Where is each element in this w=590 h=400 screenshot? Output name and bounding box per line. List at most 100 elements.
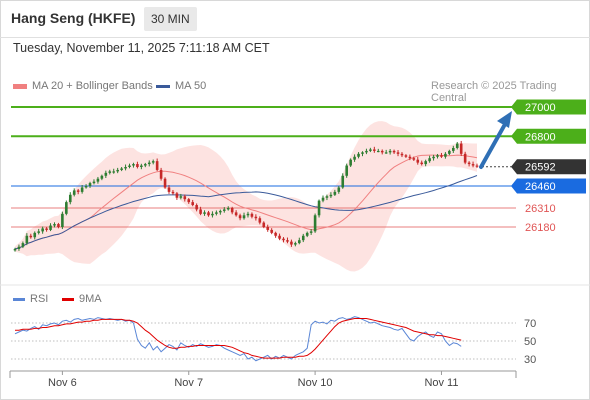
ma50-swatch [156,84,170,88]
candle-body [41,228,44,232]
price-label-box [511,178,586,194]
candle-body [341,175,345,188]
candle-body [72,190,76,195]
candle-body [211,213,214,216]
price-label-text: 26310 [525,203,556,215]
candle-body [179,196,183,198]
candle-body [159,169,163,179]
candle-body [104,172,108,176]
candle-body [155,161,159,170]
candle-body [420,162,424,165]
candle-body [222,209,226,211]
candle-body [380,150,384,153]
candle-body [147,162,151,165]
9ma-swatch [62,297,74,301]
candle-body [132,164,135,166]
candle-body [120,168,123,170]
forecast-arrow-head [497,111,512,128]
candle-body [246,213,250,216]
price-label-26180: 26180 [525,222,556,234]
candle-body [61,213,64,227]
candle-body [234,212,238,216]
candle-body [199,209,202,214]
candle-body [444,153,447,157]
rsi-level-label: 30 [524,354,536,366]
candle-body [254,216,258,219]
candle-body [298,240,301,244]
candle-body [349,159,352,166]
legend-ma50-label: MA 50 [175,80,207,92]
candle-body [53,224,56,226]
candle-body [321,197,325,201]
rsi-level-label: 50 [524,336,536,348]
candle-body [96,178,100,182]
source-credit: Research © 2025 Trading Central [431,80,557,104]
candle-body [412,158,416,160]
candle-body [404,155,408,157]
candle-body [238,215,242,219]
candle-body [400,153,404,156]
ma50-line [14,175,478,250]
candle-body [337,187,341,192]
rsi-swatch [13,297,25,301]
x-tick-label: Nov 7 [174,377,203,389]
price-label-text: 26180 [525,222,556,234]
rsi-ma-line [15,318,462,359]
candle-body [242,215,246,219]
legend-9ma: 9MA [62,293,102,305]
candle-body [45,228,48,230]
candle-body [226,207,230,210]
candles-group [13,140,479,252]
candle-body [416,159,420,163]
timeframe-badge[interactable]: 30 MIN [144,7,197,31]
candle-body [230,207,234,213]
candle-body [37,231,40,233]
candle-body [100,175,104,179]
candle-body [294,243,297,245]
candle-body [144,164,147,166]
candle-body [140,165,143,167]
legend-ma50: MA 50 [156,80,206,92]
candle-body [384,152,388,154]
candle-body [459,143,463,154]
candle-body [128,165,131,167]
candle-body [116,169,119,172]
candle-body [270,229,273,233]
candle-body [436,155,439,157]
candle-body [428,158,431,162]
candle-body [49,225,52,230]
price-label-text: 26460 [525,181,556,193]
price-label-text: 27000 [525,102,556,114]
candle-body [163,178,167,188]
candle-body [215,212,218,214]
candle-body [365,150,368,153]
price-label-26460: 26460 [511,178,586,194]
legend-9ma-label: 9MA [79,293,102,305]
candle-body [369,149,372,151]
candle-body [471,164,475,166]
candle-body [124,167,127,169]
candle-body [167,187,171,192]
candle-body [187,199,191,203]
candle-body [440,155,443,157]
candle-body [92,181,96,184]
x-tick-label: Nov 11 [424,377,458,389]
candle-body [424,161,427,165]
candle-body [80,187,84,192]
candle-body [68,194,72,203]
candle-body [353,156,356,160]
candle-body [151,161,155,163]
candle-body [108,171,112,173]
candle-body [467,162,471,165]
candle-body [282,238,285,241]
price-label-box [511,128,586,144]
legend-ma20: MA 20 + Bollinger Bands [13,80,153,92]
price-label-box [511,159,586,175]
candle-body [183,196,187,200]
rsi-level-label: 70 [524,318,536,330]
candle-body [13,248,17,251]
candle-body [171,191,175,194]
legend-ma20-label: MA 20 + Bollinger Bands [32,80,153,92]
candle-body [88,183,92,187]
